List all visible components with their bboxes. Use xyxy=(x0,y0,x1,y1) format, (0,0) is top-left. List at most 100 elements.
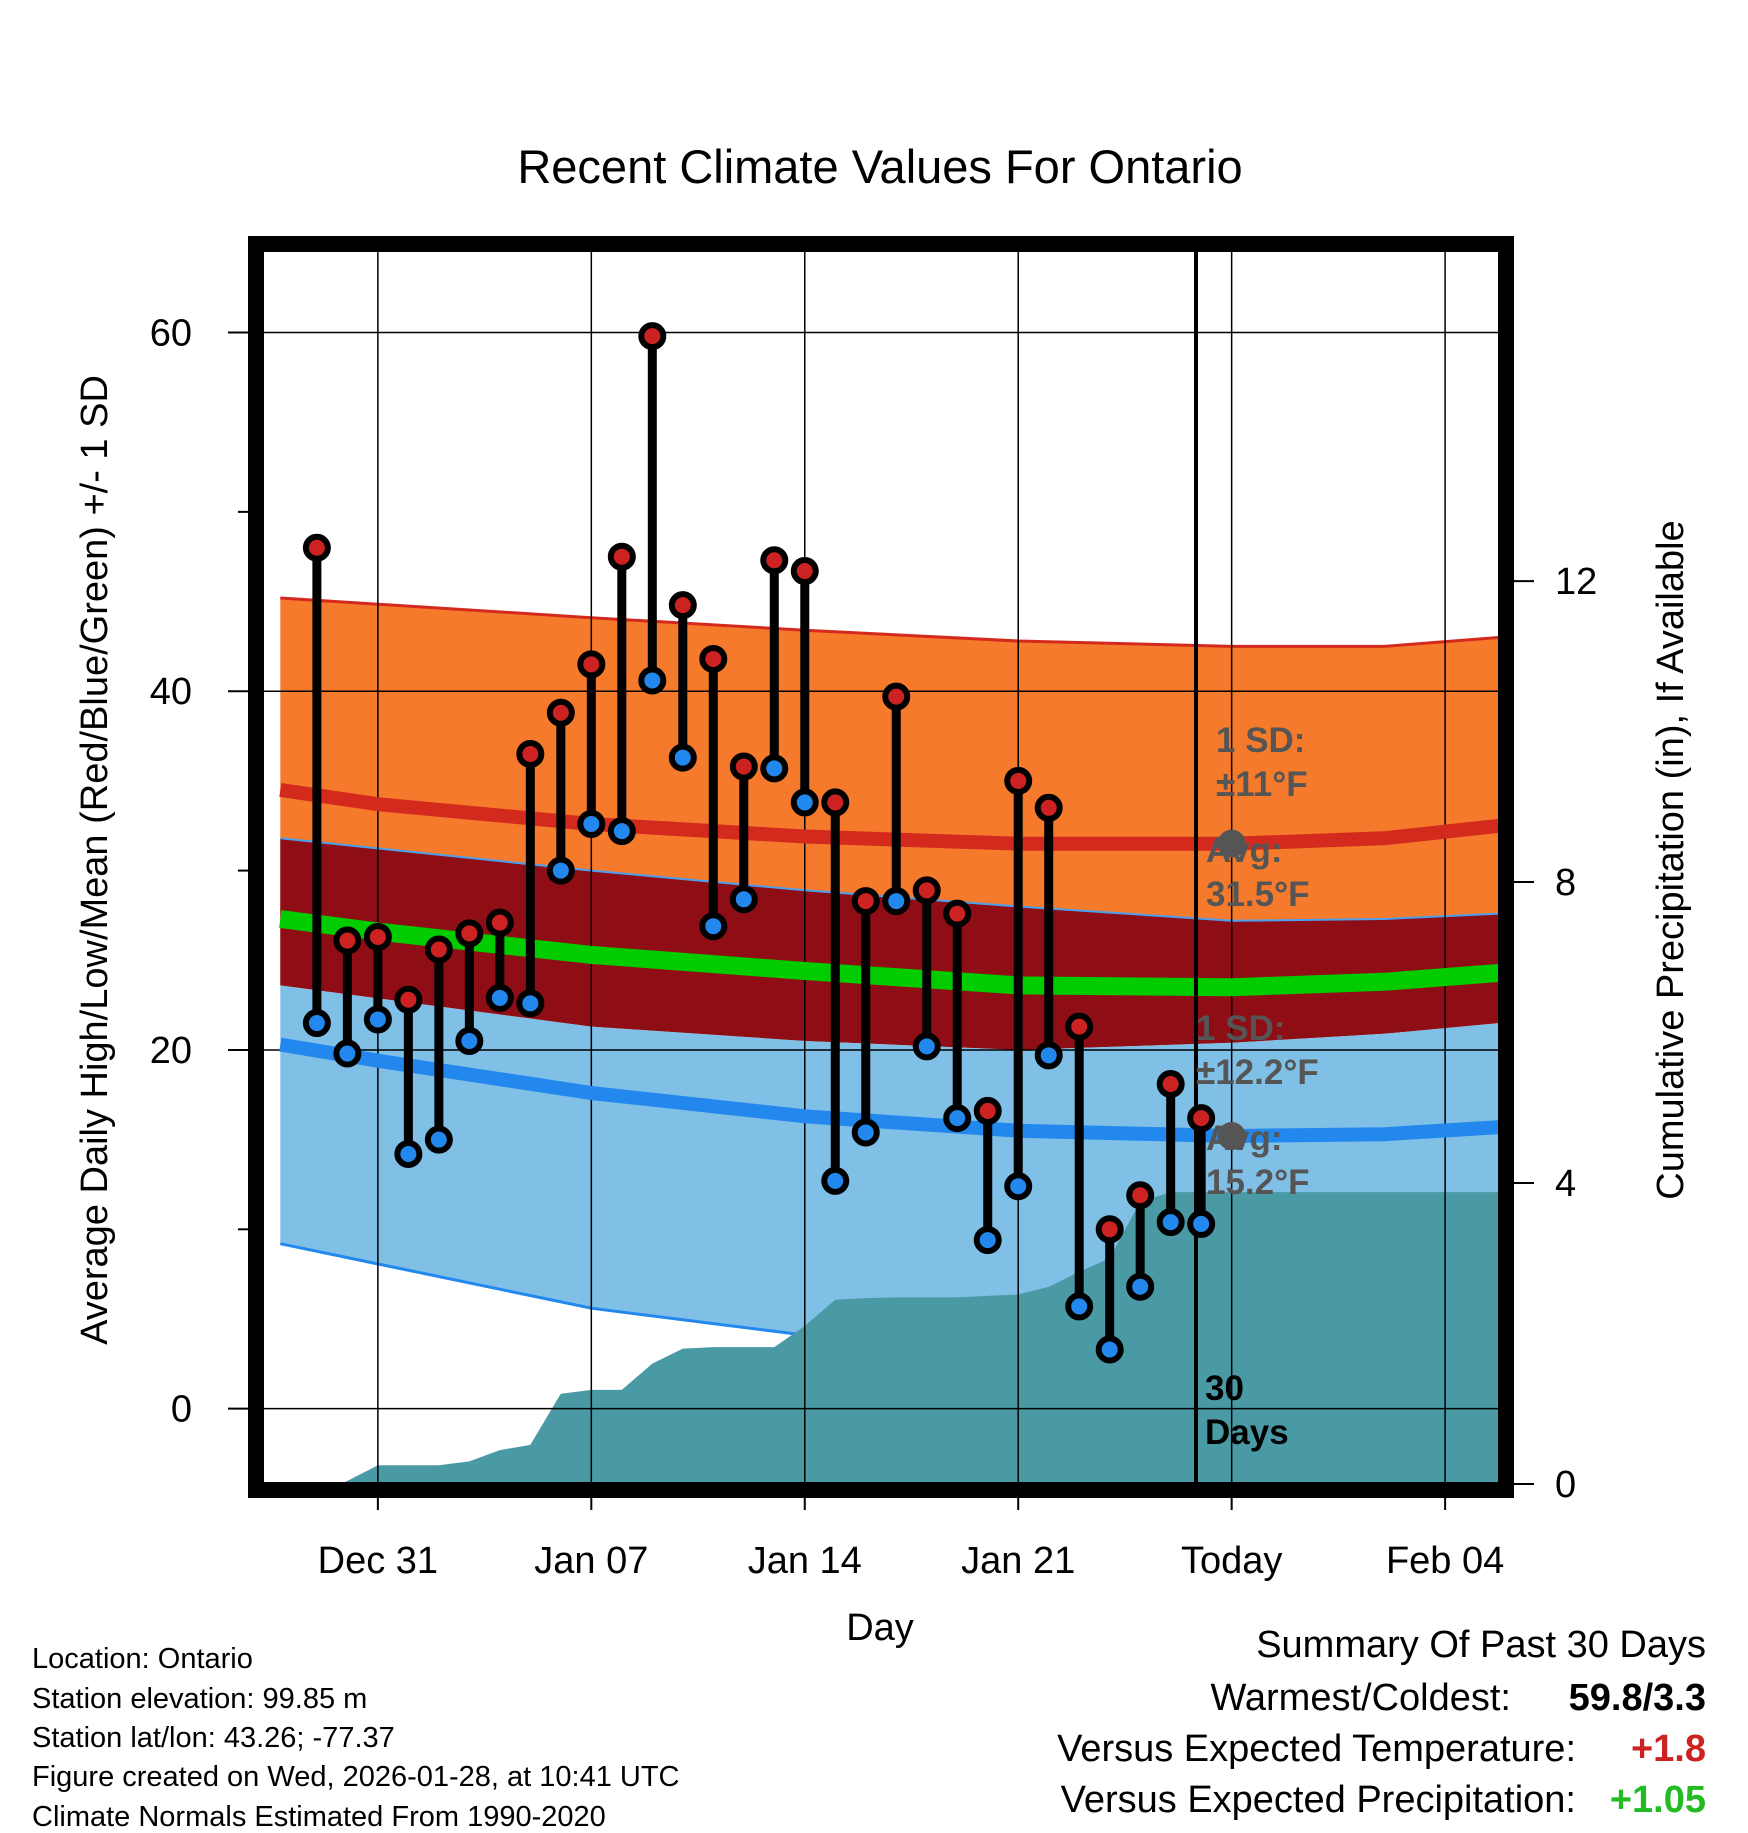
daily-high-point xyxy=(577,650,606,679)
daily-low-point xyxy=(882,887,911,916)
normal-high-today-dot xyxy=(1217,829,1246,858)
info-elevation: Station elevation: 99.85 m xyxy=(32,1683,368,1715)
daily-high-point xyxy=(1126,1181,1155,1210)
low-avg-annotation-line: Avg: xyxy=(1206,1119,1282,1158)
daily-low-point xyxy=(821,1166,850,1195)
daily-low-point xyxy=(912,1032,941,1061)
daily-low-point xyxy=(1156,1208,1185,1237)
y2-tick-label: 12 xyxy=(1555,561,1597,603)
daily-low-point xyxy=(729,885,758,914)
daily-high-point xyxy=(821,788,850,817)
daily-high-point xyxy=(760,546,789,575)
normal-low-today-dot xyxy=(1217,1122,1246,1151)
daily-high-point xyxy=(882,682,911,711)
days-annotation-line: Days xyxy=(1205,1413,1289,1452)
daily-low-point xyxy=(668,743,697,772)
daily-low-point xyxy=(760,754,789,783)
daily-low-point xyxy=(851,1118,880,1147)
high-avg-annotation-line: 31.5°F xyxy=(1206,875,1310,914)
daily-high-point xyxy=(973,1096,1002,1125)
daily-high-point xyxy=(668,591,697,620)
daily-low-point xyxy=(424,1125,453,1154)
y2-tick-label: 0 xyxy=(1555,1464,1576,1506)
x-tick-label: Jan 21 xyxy=(961,1540,1075,1582)
daily-high-point xyxy=(851,887,880,916)
plot-frame xyxy=(248,236,1514,1498)
daily-low-point xyxy=(973,1226,1002,1255)
y-axis-label: Average Daily High/Low/Mean (Red/Blue/Gr… xyxy=(74,375,116,1345)
daily-high-point xyxy=(607,542,636,571)
x-tick-label: Feb 04 xyxy=(1386,1540,1504,1582)
daily-low-point xyxy=(607,817,636,846)
summary-precip-label: Versus Expected Precipitation: xyxy=(1060,1779,1576,1821)
daily-low-point xyxy=(394,1139,423,1168)
summary-temp-value: +1.8 xyxy=(1630,1728,1706,1770)
precipitation-area xyxy=(341,1192,1500,1484)
chart-title: Recent Climate Values For Ontario xyxy=(517,140,1242,193)
x-tick-label: Today xyxy=(1181,1540,1282,1582)
daily-low-point xyxy=(1065,1292,1094,1321)
daily-high-point xyxy=(1065,1012,1094,1041)
daily-high-point xyxy=(455,919,484,948)
daily-high-point xyxy=(790,557,819,586)
summary-precip: Versus Expected Precipitation: +1.05 xyxy=(1061,1779,1706,1822)
daily-high-point xyxy=(1095,1215,1124,1244)
daily-low-point xyxy=(943,1104,972,1133)
daily-high-point xyxy=(394,985,423,1014)
daily-low-point xyxy=(1095,1335,1124,1364)
x-tick-label: Jan 14 xyxy=(748,1540,862,1582)
y-tick-label: 20 xyxy=(150,1030,192,1072)
summary-warmest-label: Warmest/Coldest: xyxy=(1210,1677,1511,1719)
y2-tick-label: 8 xyxy=(1555,862,1576,904)
daily-high-point xyxy=(1034,793,1063,822)
summary-temp-label: Versus Expected Temperature: xyxy=(1057,1728,1576,1770)
daily-low-point xyxy=(1034,1041,1063,1070)
daily-low-point xyxy=(790,788,819,817)
low-avg-annotation-line: 15.2°F xyxy=(1206,1163,1310,1202)
daily-high-point xyxy=(1156,1070,1185,1099)
daily-low-point xyxy=(455,1026,484,1055)
daily-high-point xyxy=(912,876,941,905)
daily-high-point xyxy=(943,899,972,928)
high-sd-annotation-line: ±11°F xyxy=(1216,765,1308,804)
daily-low-point xyxy=(516,989,545,1018)
daily-high-point xyxy=(485,908,514,937)
daily-low-point xyxy=(699,912,728,941)
y-tick-label: 60 xyxy=(150,313,192,355)
info-created: Figure created on Wed, 2026-01-28, at 10… xyxy=(32,1761,680,1793)
daily-high-point xyxy=(546,698,575,727)
daily-low-point xyxy=(577,809,606,838)
daily-low-point xyxy=(1187,1209,1216,1238)
daily-high-point xyxy=(729,752,758,781)
daily-low-point xyxy=(638,666,667,695)
summary-title: Summary Of Past 30 Days xyxy=(1256,1624,1706,1666)
daily-high-point xyxy=(333,926,362,955)
daily-low-point xyxy=(302,1009,331,1038)
x-tick-label: Jan 07 xyxy=(534,1540,648,1582)
normal-mean-line xyxy=(279,910,1500,997)
days-annotation-line: 30 xyxy=(1205,1369,1244,1408)
daily-low-point xyxy=(363,1005,392,1034)
summary-warmest: Warmest/Coldest: 59.8/3.3 xyxy=(1210,1677,1706,1720)
daily-low-point xyxy=(485,983,514,1012)
summary-warmest-value: 59.8/3.3 xyxy=(1568,1677,1706,1719)
info-normals: Climate Normals Estimated From 1990-2020 xyxy=(32,1801,606,1833)
y-tick-label: 0 xyxy=(171,1389,192,1431)
info-location: Location: Ontario xyxy=(32,1643,253,1675)
summary-precip-value: +1.05 xyxy=(1609,1779,1706,1821)
daily-low-point xyxy=(333,1039,362,1068)
daily-low-point xyxy=(1126,1272,1155,1301)
daily-low-point xyxy=(1004,1172,1033,1201)
x-axis-label: Day xyxy=(846,1607,914,1649)
daily-high-point xyxy=(302,533,331,562)
daily-high-point xyxy=(363,922,392,951)
high-avg-annotation-line: Avg: xyxy=(1206,831,1282,870)
y-tick-label: 40 xyxy=(150,671,192,713)
x-tick-label: Dec 31 xyxy=(318,1540,438,1582)
low-sd-annotation-line: ±12.2°F xyxy=(1196,1053,1319,1092)
low-sd-annotation-line: 1 SD: xyxy=(1196,1009,1285,1048)
daily-high-point xyxy=(1004,766,1033,795)
info-latlon: Station lat/lon: 43.26; -77.37 xyxy=(32,1722,395,1754)
daily-high-point xyxy=(424,935,453,964)
